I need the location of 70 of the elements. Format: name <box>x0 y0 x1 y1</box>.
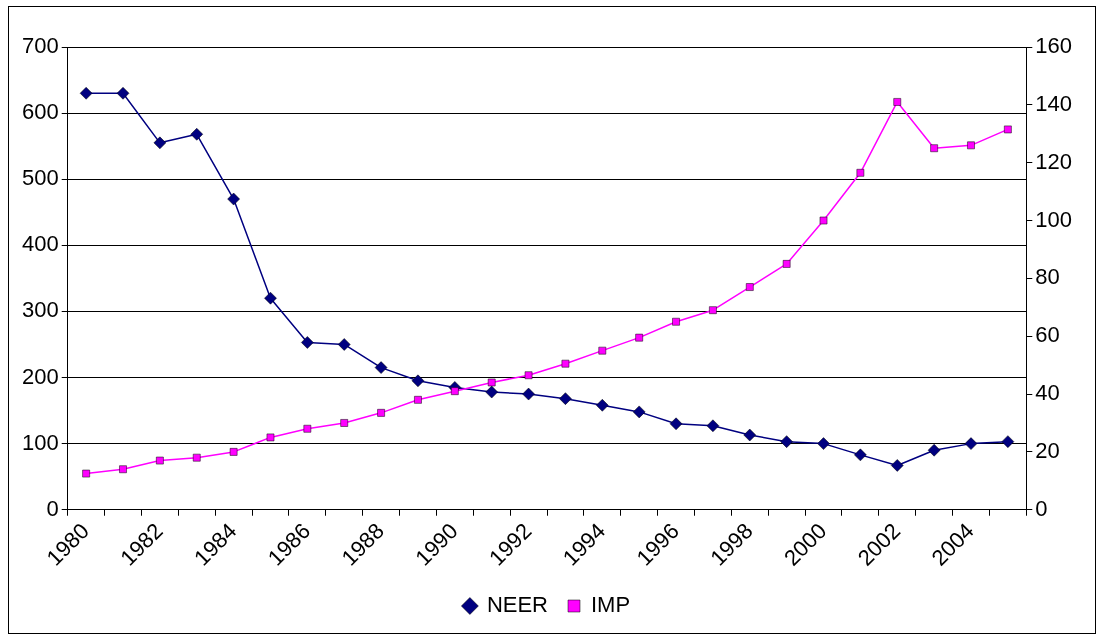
point <box>927 443 941 457</box>
point <box>524 371 533 380</box>
point <box>598 346 607 355</box>
point <box>891 459 904 472</box>
point <box>374 361 388 374</box>
point <box>414 396 422 404</box>
point <box>854 448 867 462</box>
y-tick-label: 200 <box>21 363 59 389</box>
y-tick-label: 300 <box>21 297 59 323</box>
point <box>190 128 203 141</box>
legend-label: NEER <box>486 592 549 618</box>
point <box>156 456 164 465</box>
point <box>819 216 828 225</box>
y2-tick-label: 40 <box>1035 380 1060 406</box>
point <box>485 385 498 399</box>
point <box>1004 125 1012 134</box>
point <box>303 424 312 433</box>
y-tick-label: 700 <box>21 33 59 59</box>
point <box>964 437 978 450</box>
point <box>192 453 201 462</box>
y2-tick-label: 0 <box>1035 495 1048 521</box>
y-tick-label: 600 <box>21 99 59 125</box>
point <box>672 317 680 326</box>
point <box>669 417 683 431</box>
point <box>561 359 570 368</box>
point <box>337 338 351 351</box>
point <box>153 136 167 150</box>
y2-tick-label: 60 <box>1035 322 1060 348</box>
point <box>377 409 385 417</box>
point <box>967 141 975 150</box>
point <box>340 419 349 427</box>
point <box>817 437 830 450</box>
legend-label: IMP <box>591 592 631 618</box>
point <box>780 435 793 448</box>
point <box>559 392 572 405</box>
point <box>411 374 425 388</box>
point <box>451 387 459 395</box>
point <box>522 387 535 401</box>
point <box>227 192 240 206</box>
point <box>893 98 902 106</box>
point <box>116 87 130 100</box>
y-tick-label: 100 <box>21 429 59 455</box>
y2-tick-label: 160 <box>1035 33 1073 59</box>
point <box>856 169 865 177</box>
point <box>1001 435 1015 448</box>
point <box>487 378 496 387</box>
y2-tick-label: 20 <box>1035 437 1060 463</box>
point <box>632 405 646 419</box>
y2-tick-label: 80 <box>1035 264 1060 290</box>
y-tick-label: 0 <box>46 495 59 521</box>
point <box>745 283 754 291</box>
point <box>79 87 93 100</box>
y2-tick-label: 140 <box>1035 90 1073 116</box>
point <box>119 465 127 474</box>
y2-tick-label: 120 <box>1035 148 1073 174</box>
point <box>596 399 609 412</box>
point <box>743 428 757 442</box>
point <box>264 291 277 305</box>
point <box>301 336 314 349</box>
point <box>266 433 275 442</box>
point <box>82 469 90 478</box>
point <box>782 260 791 268</box>
point <box>229 448 238 456</box>
point <box>930 144 938 153</box>
y2-tick-label: 100 <box>1035 206 1073 232</box>
point <box>709 306 717 314</box>
point <box>706 419 720 433</box>
y-tick-label: 400 <box>21 231 59 257</box>
point <box>635 333 643 342</box>
y-tick-label: 500 <box>21 165 59 191</box>
